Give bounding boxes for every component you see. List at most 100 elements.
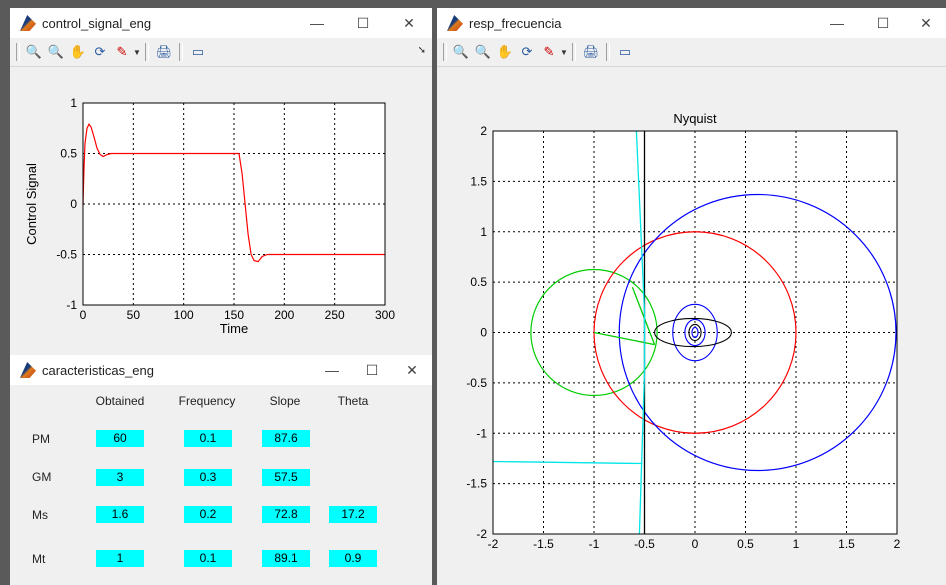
mt-slope-field[interactable]: 89.1 bbox=[262, 550, 310, 567]
maximize-icon[interactable]: ☐ bbox=[365, 361, 379, 378]
chevron-down-icon[interactable]: ▼ bbox=[133, 47, 141, 57]
toolbar-separator bbox=[572, 43, 576, 61]
toolbar-separator bbox=[606, 43, 610, 61]
matlab-icon bbox=[20, 15, 36, 31]
chevron-down-icon[interactable]: ▼ bbox=[560, 47, 568, 57]
x-tick-label: -1 bbox=[589, 537, 600, 551]
figure-toolbar: 🔍 🔍 ✋ ⟳ ✎ ▼ 🖨 ▭ ➘ bbox=[10, 38, 432, 67]
print-icon[interactable]: 🖨 bbox=[582, 44, 600, 59]
window-title: caracteristicas_eng bbox=[42, 362, 154, 378]
y-tick-label: -0.5 bbox=[466, 376, 487, 390]
window-title: resp_frecuencia bbox=[469, 15, 562, 31]
y-tick-label: 1 bbox=[70, 96, 77, 110]
characteristics-panel: Obtained Frequency Slope Theta PM 60 0.1… bbox=[10, 385, 432, 585]
x-tick-label: 0.5 bbox=[737, 537, 754, 551]
row-label-gm: GM bbox=[32, 470, 52, 484]
y-tick-label: 2 bbox=[480, 124, 487, 138]
x-tick-label: 250 bbox=[325, 308, 345, 322]
y-tick-label: -0.5 bbox=[56, 248, 77, 262]
resp-frecuencia-window: resp_frecuencia — ☐ ✕ 🔍 🔍 ✋ ⟳ ✎ ▼ 🖨 ▭ -2… bbox=[437, 8, 946, 585]
ms-theta-field[interactable]: 17.2 bbox=[329, 506, 377, 523]
pan-icon[interactable]: ✋ bbox=[69, 44, 87, 59]
x-axis-label: Time bbox=[220, 321, 248, 336]
y-tick-label: -1 bbox=[476, 426, 487, 440]
pm-obtained-field[interactable]: 60 bbox=[96, 430, 144, 447]
ms-frequency-field[interactable]: 0.2 bbox=[184, 506, 232, 523]
minimize-icon[interactable]: — bbox=[310, 15, 324, 31]
nyquist-loop bbox=[688, 323, 702, 342]
zoom-out-icon[interactable]: 🔍 bbox=[474, 44, 492, 59]
control-signal-series-line bbox=[82, 123, 385, 263]
y-tick-label: 1 bbox=[480, 225, 487, 239]
x-tick-label: 200 bbox=[274, 308, 294, 322]
mt-frequency-field[interactable]: 0.1 bbox=[184, 550, 232, 567]
blue-circle bbox=[618, 193, 897, 472]
rotate-icon[interactable]: ⟳ bbox=[94, 44, 106, 59]
mt-obtained-field[interactable]: 1 bbox=[96, 550, 144, 567]
minimize-icon[interactable]: — bbox=[830, 15, 844, 31]
control-signal-window: control_signal_eng — ☐ ✕ 🔍 🔍 ✋ ⟳ ✎ ▼ 🖨 ▭… bbox=[10, 8, 432, 355]
nyquist-line bbox=[631, 286, 656, 345]
nyquist-loop bbox=[684, 318, 706, 347]
minimize-icon[interactable]: — bbox=[325, 362, 339, 378]
x-tick-label: 150 bbox=[224, 308, 244, 322]
zoom-in-icon[interactable]: 🔍 bbox=[452, 44, 470, 59]
header-slope: Slope bbox=[269, 394, 301, 408]
rotate-icon[interactable]: ⟳ bbox=[521, 44, 533, 59]
header-frequency: Frequency bbox=[178, 394, 236, 408]
title-bar[interactable]: caracteristicas_eng — ☐ ✕ bbox=[10, 355, 432, 385]
green-circle bbox=[530, 268, 658, 397]
y-tick-label: -2 bbox=[476, 527, 487, 541]
nyquist-loop bbox=[654, 317, 732, 348]
nyquist-line bbox=[635, 131, 646, 534]
y-tick-label: -1.5 bbox=[466, 477, 487, 491]
toolbar-overflow-icon[interactable]: ➘ bbox=[417, 45, 426, 56]
maximize-icon[interactable]: ☐ bbox=[356, 14, 370, 31]
matlab-icon bbox=[447, 15, 463, 31]
x-tick-label: 300 bbox=[375, 308, 395, 322]
pan-icon[interactable]: ✋ bbox=[496, 44, 514, 59]
zoom-in-icon[interactable]: 🔍 bbox=[25, 44, 43, 59]
x-tick-label: 100 bbox=[174, 308, 194, 322]
nyquist-chart: -2 -1.5 -1 -0.5 0 0.5 1 1.5 2 2 1.5 1 0.5 0 -0.5 -1 -1.5… bbox=[466, 111, 900, 551]
caracteristicas-window: caracteristicas_eng — ☐ ✕ Obtained Frequ… bbox=[10, 355, 432, 585]
gm-slope-field[interactable]: 57.5 bbox=[262, 469, 310, 486]
plot-tools-icon[interactable]: ▭ bbox=[191, 44, 205, 59]
matlab-icon bbox=[20, 362, 36, 378]
ms-obtained-field[interactable]: 1.6 bbox=[96, 506, 144, 523]
data-cursor-icon[interactable]: ✎ bbox=[543, 44, 555, 59]
zoom-out-icon[interactable]: 🔍 bbox=[47, 44, 65, 59]
close-icon[interactable]: ✕ bbox=[403, 14, 415, 31]
row-label-pm: PM bbox=[32, 432, 50, 446]
nyquist-loop bbox=[672, 303, 718, 362]
plot-content bbox=[493, 131, 897, 534]
control-signal-chart: 0 50 100 150 200 250 300 1 0.5 0 -0.5 -1 Time Control… bbox=[24, 96, 395, 336]
plot-tools-icon[interactable]: ▭ bbox=[618, 44, 632, 59]
gm-frequency-field[interactable]: 0.3 bbox=[184, 469, 232, 486]
title-bar[interactable]: control_signal_eng — ☐ ✕ bbox=[10, 8, 432, 38]
header-obtained: Obtained bbox=[95, 394, 145, 408]
x-tick-label: 50 bbox=[127, 308, 141, 322]
close-icon[interactable]: ✕ bbox=[406, 361, 418, 378]
pm-frequency-field[interactable]: 0.1 bbox=[184, 430, 232, 447]
x-tick-label: 0 bbox=[80, 308, 87, 322]
print-icon[interactable]: 🖨 bbox=[155, 44, 173, 59]
mt-theta-field[interactable]: 0.9 bbox=[329, 550, 377, 567]
x-tick-label: 1.5 bbox=[838, 537, 855, 551]
chart-title: Nyquist bbox=[673, 111, 717, 126]
ms-slope-field[interactable]: 72.8 bbox=[262, 506, 310, 523]
maximize-icon[interactable]: ☐ bbox=[876, 14, 890, 31]
x-tick-label: -1.5 bbox=[533, 537, 554, 551]
plot-frame bbox=[82, 102, 386, 306]
gm-obtained-field[interactable]: 3 bbox=[96, 469, 144, 486]
pm-slope-field[interactable]: 87.6 bbox=[262, 430, 310, 447]
y-tick-label: -1 bbox=[66, 298, 77, 312]
close-icon[interactable]: ✕ bbox=[920, 14, 932, 31]
x-tick-label: -0.5 bbox=[634, 537, 655, 551]
header-theta: Theta bbox=[337, 394, 369, 408]
x-tick-label: 1 bbox=[793, 537, 800, 551]
title-bar[interactable]: resp_frecuencia — ☐ ✕ bbox=[437, 8, 946, 38]
y-tick-label: 0.5 bbox=[60, 147, 77, 161]
data-cursor-icon[interactable]: ✎ bbox=[116, 44, 128, 59]
window-title: control_signal_eng bbox=[42, 15, 152, 31]
